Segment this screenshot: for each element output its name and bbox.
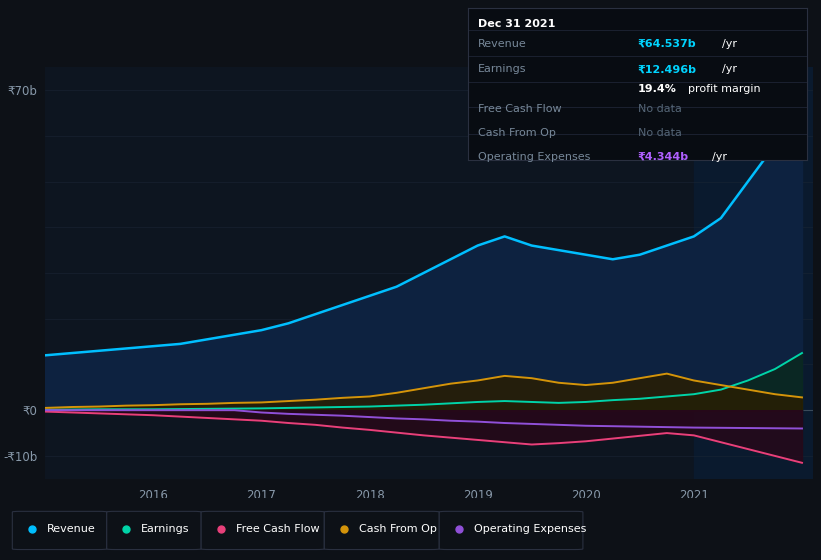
Text: ₹12.496b: ₹12.496b [637, 64, 696, 74]
Text: Earnings: Earnings [478, 64, 526, 74]
Text: No data: No data [637, 104, 681, 114]
FancyBboxPatch shape [439, 511, 583, 549]
Text: No data: No data [637, 128, 681, 138]
Text: /yr: /yr [722, 39, 737, 49]
FancyBboxPatch shape [324, 511, 439, 549]
Text: Operating Expenses: Operating Expenses [474, 524, 586, 534]
Text: profit margin: profit margin [688, 84, 761, 94]
Text: Cash From Op: Cash From Op [478, 128, 556, 138]
Text: Free Cash Flow: Free Cash Flow [478, 104, 562, 114]
Text: Cash From Op: Cash From Op [359, 524, 437, 534]
Text: Revenue: Revenue [47, 524, 95, 534]
Text: 19.4%: 19.4% [637, 84, 677, 94]
FancyBboxPatch shape [12, 511, 107, 549]
Text: /yr: /yr [722, 64, 737, 74]
Text: /yr: /yr [712, 152, 727, 162]
Text: ₹64.537b: ₹64.537b [637, 39, 696, 49]
Text: Operating Expenses: Operating Expenses [478, 152, 590, 162]
Text: Free Cash Flow: Free Cash Flow [236, 524, 319, 534]
FancyBboxPatch shape [201, 511, 324, 549]
Text: Dec 31 2021: Dec 31 2021 [478, 19, 556, 29]
FancyBboxPatch shape [107, 511, 201, 549]
Text: Earnings: Earnings [141, 524, 190, 534]
Text: Revenue: Revenue [478, 39, 527, 49]
Bar [694, 67, 813, 479]
Text: ₹4.344b: ₹4.344b [637, 152, 689, 162]
